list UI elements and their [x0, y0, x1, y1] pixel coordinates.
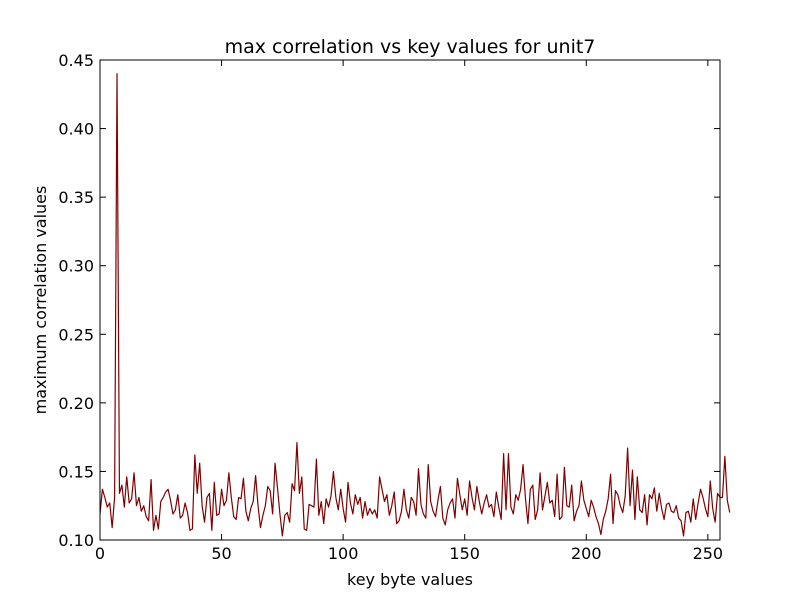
y-tick-label: 0.35: [58, 188, 94, 207]
x-axis: 0 50 100 150 200 250: [95, 60, 723, 563]
series-line: [99, 73, 731, 537]
x-tick-label: 150: [449, 544, 480, 563]
plot-area: [99, 73, 731, 537]
x-tick-label: 200: [571, 544, 602, 563]
y-tick-label: 0.45: [58, 51, 94, 70]
y-tick-label: 0.15: [58, 462, 94, 481]
y-axis: 0.10 0.15 0.20 0.25 0.30 0.35 0.40 0.45: [58, 51, 720, 550]
y-tick-label: 0.30: [58, 257, 94, 276]
chart-title: max correlation vs key values for unit7: [225, 36, 596, 58]
x-tick-label: 100: [328, 544, 359, 563]
y-axis-title: maximum correlation values: [31, 186, 50, 415]
x-tick-label: 0: [95, 544, 105, 563]
y-tick-label: 0.40: [58, 120, 94, 139]
x-tick-label: 50: [211, 544, 231, 563]
x-axis-title: key byte values: [347, 570, 473, 589]
y-tick-label: 0.20: [58, 394, 94, 413]
y-tick-label: 0.10: [58, 531, 94, 550]
y-tick-label: 0.25: [58, 325, 94, 344]
x-tick-label: 250: [693, 544, 724, 563]
plot-frame: [99, 59, 721, 541]
